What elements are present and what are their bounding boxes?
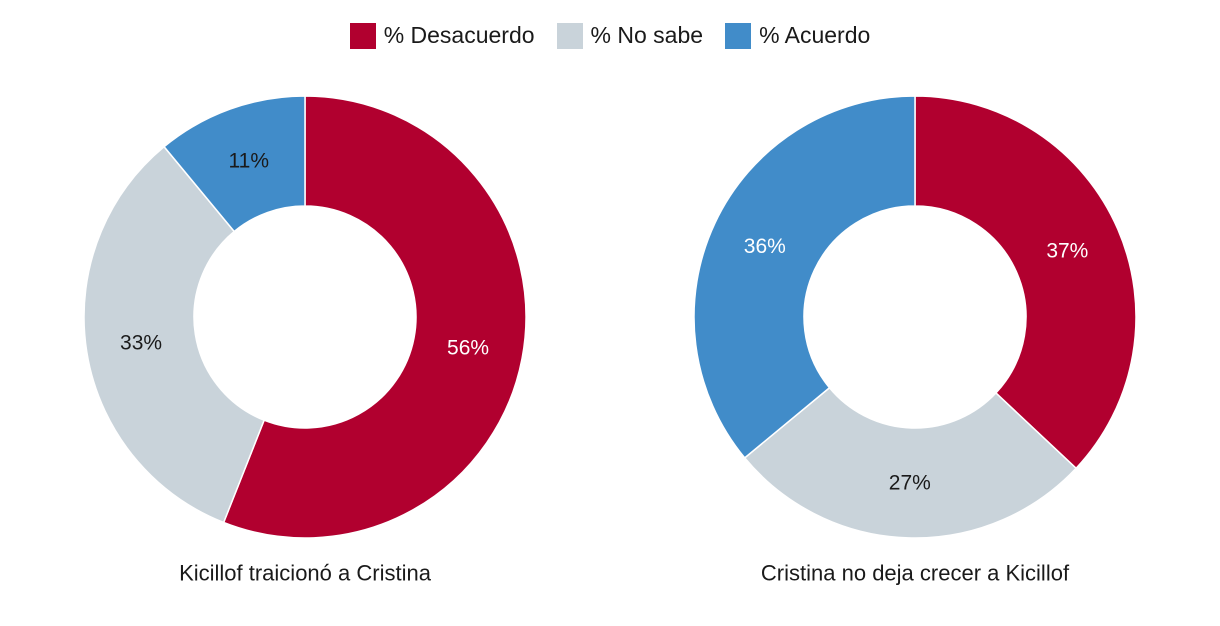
legend-swatch-no-sabe xyxy=(556,22,583,49)
slice-acuerdo xyxy=(693,95,916,459)
legend-swatch-desacuerdo xyxy=(349,22,376,49)
donut-chart-2: 37% 27% 36% Cristina no deja crecer a Kicil… xyxy=(693,95,1137,586)
legend-label-desacuerdo: % Desacuerdo xyxy=(383,22,535,48)
data-label: 56% xyxy=(447,337,489,360)
slice-desacuerdo xyxy=(222,95,527,539)
data-label: 33% xyxy=(120,331,162,354)
legend-item-acuerdo: % Acuerdo xyxy=(725,22,870,49)
slice-desacuerdo xyxy=(914,95,1137,470)
data-label: 11% xyxy=(229,149,269,172)
legend-label-acuerdo: % Acuerdo xyxy=(759,22,871,48)
data-label: 36% xyxy=(744,235,786,258)
legend-swatch-acuerdo xyxy=(725,22,752,49)
chart-title: Cristina no deja crecer a Kicillof xyxy=(761,561,1070,586)
data-label: 37% xyxy=(1046,240,1088,263)
legend-label-no-sabe: % No sabe xyxy=(590,22,704,48)
data-label: 27% xyxy=(889,471,931,494)
legend-item-desacuerdo: % Desacuerdo xyxy=(349,22,535,49)
slice-no-sabe xyxy=(83,145,266,524)
donut-chart-1: 56% 33% 11% Kicillof traicionó a Cristina xyxy=(83,95,527,586)
chart-title: Kicillof traicionó a Cristina xyxy=(179,561,432,586)
legend-item-no-sabe: % No sabe xyxy=(556,22,704,49)
slice-acuerdo xyxy=(163,95,306,233)
slice-no-sabe xyxy=(743,386,1078,539)
legend: % Desacuerdo % No sabe % Acuerdo xyxy=(0,22,1220,49)
